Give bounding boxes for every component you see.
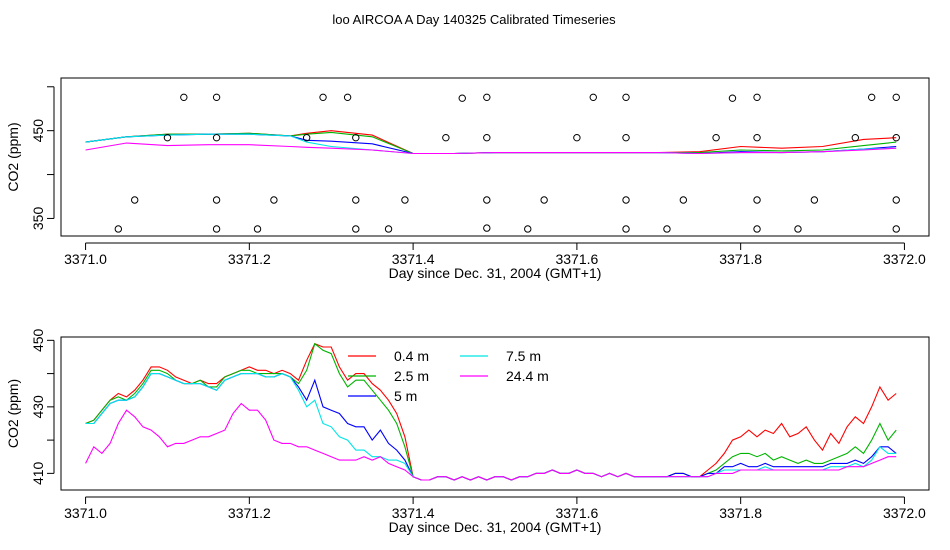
calibration-marker [753,225,761,233]
top-x-tick-label: 3371.0 [64,251,107,267]
calibration-marker [622,93,630,102]
calibration-marker [679,196,688,204]
calibration-marker [892,133,900,142]
calibration-marker [442,133,450,142]
calibration-marker [212,196,221,204]
bottom-panel: 3371.0 3371.2 3371.4 3371.6 3371.8 3372.0 Day … [5,328,930,535]
calibration-marker [892,93,900,102]
calibration-marker [270,196,278,204]
bottom-x-tick-label: 3371.8 [719,505,762,521]
top-y-tick-label: 450 [30,119,46,143]
calibration-marker [622,196,630,204]
top-plot-frame [60,77,930,237]
legend-entry-label: 24.4 m [506,368,549,384]
calibration-marker [892,225,900,233]
calibration-marker [130,196,139,204]
calibration-marker [573,133,581,142]
calibration-marker [663,225,671,233]
calibration-marker [352,225,360,233]
calibration-marker [728,94,737,102]
top-y-axis-label: CO2 (ppm) [5,122,21,191]
calibration-marker [483,224,491,232]
bottom-x-tick-label: 3371.4 [392,505,435,521]
calibration-marker [867,93,876,102]
calibration-marker [851,133,860,142]
calibration-marker [892,196,900,204]
top-x-tick-label: 3372.0 [883,251,926,267]
calibration-marker [483,196,491,204]
calibration-marker [622,225,630,233]
calibration-marker [163,133,172,142]
calibration-marker [212,225,221,233]
bottom-x-axis-label: Day since Dec. 31, 2004 (GMT+1) [389,519,602,535]
calibration-marker [401,196,409,204]
bottom-x-tick-label: 3372.0 [883,505,926,521]
calibration-marker [753,196,761,204]
bottom-plot-frame [60,336,930,491]
bottom-y-tick-label: 410 [30,461,46,485]
calibration-marker [712,133,720,142]
bottom-x-tick-label: 3371.6 [555,505,598,521]
calibration-marker [343,93,352,102]
calibration-marker [302,133,311,142]
calibration-marker [483,133,491,142]
calibration-marker [483,93,491,102]
calibration-marker [524,225,532,233]
calibration-marker [810,196,819,204]
legend-entry-label: 0.4 m [394,348,429,364]
calibration-marker [114,225,123,233]
bottom-y-tick-label: 450 [30,328,46,352]
calibration-marker [458,94,466,102]
bottom-y-axis-label: CO2 (ppm) [5,379,21,448]
calibration-marker [253,225,262,233]
top-x-tick-label: 3371.8 [719,251,762,267]
legend-entry-label: 7.5 m [506,348,541,364]
bottom-x-tick-label: 3371.0 [64,505,107,521]
calibration-marker [384,225,393,233]
calibration-marker [319,93,327,102]
calibration-marker [753,93,761,102]
calibration-marker [753,133,761,142]
calibration-marker [212,93,221,102]
calibration-marker [794,225,802,233]
top-y-tick-label: 350 [30,207,46,231]
top-x-tick-label: 3371.2 [228,251,271,267]
bottom-x-tick-label: 3371.2 [228,505,271,521]
calibration-marker [352,196,360,204]
top-series-24-4-mm-line [85,142,897,155]
top-x-axis-label: Day since Dec. 31, 2004 (GMT+1) [389,265,602,281]
legend-entry-label: 2.5 m [394,368,429,384]
calibration-marker [212,133,221,142]
calibration-marker [622,133,630,142]
figure-title: loo AIRCOA A Day 140325 Calibrated Times… [332,12,616,27]
legend: 0.4 m 2.5 m 5 m 7.5 m 24.4 m [348,348,549,404]
calibration-marker [352,133,360,142]
calibration-marker [540,196,548,204]
calibration-marker [589,93,597,102]
top-x-tick-label: 3371.4 [392,251,435,267]
bottom-y-tick-label: 430 [30,395,46,419]
top-x-tick-label: 3371.6 [555,251,598,267]
calibration-marker [180,93,188,102]
bottom-series-24-4-mm-line [85,402,897,481]
top-panel: 3371.0 3371.2 3371.4 3371.6 3371.8 3372.0 Day … [5,77,930,281]
legend-entry-label: 5 m [394,388,417,404]
